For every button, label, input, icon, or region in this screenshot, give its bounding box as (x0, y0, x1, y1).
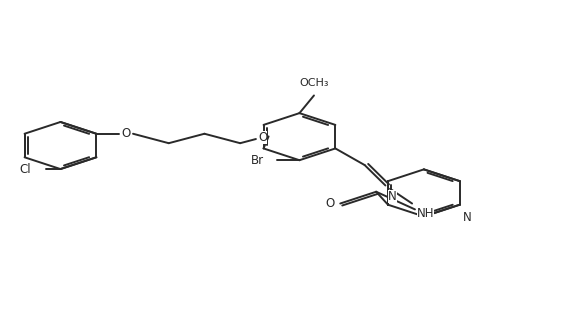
Text: N: N (388, 190, 397, 203)
Text: O: O (122, 127, 131, 140)
Text: O: O (258, 131, 267, 144)
Text: N: N (463, 211, 471, 224)
Text: NH: NH (416, 207, 434, 220)
Text: Cl: Cl (19, 163, 31, 176)
Text: O: O (325, 197, 335, 210)
Text: OCH₃: OCH₃ (299, 78, 329, 88)
Text: Br: Br (251, 154, 264, 167)
